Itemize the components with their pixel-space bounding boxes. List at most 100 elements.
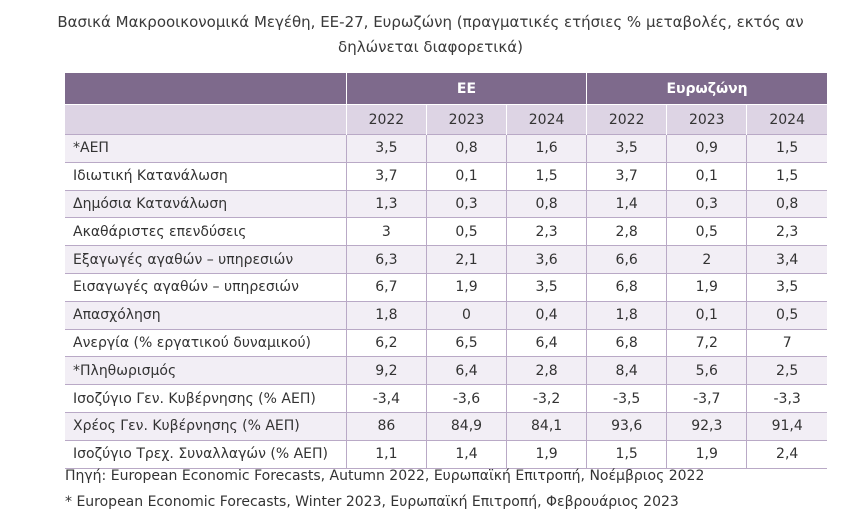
cell-value: 1,5 [586, 439, 667, 469]
cell-value: 6,7 [345, 272, 427, 302]
cell-value: 6,2 [345, 328, 427, 357]
cell-value: 1,4 [425, 439, 507, 469]
cell-value: 3,5 [345, 134, 427, 163]
table-row: Ανεργία (% εργατικού δυναμικού) 6,2 6,5 6,4… [65, 328, 827, 357]
row-label: Ισοζύγιο Γεν. Κυβέρνησης (% ΑΕΠ) [65, 384, 347, 413]
cell-value: 5,6 [666, 356, 747, 385]
cell-value: 92,3 [666, 411, 747, 441]
cell-value: 2,3 [506, 217, 587, 246]
cell-value: 0,5 [746, 300, 827, 330]
cell-value: 84,1 [506, 411, 587, 441]
cell-value: 1,4 [586, 189, 667, 218]
cell-value: 86 [345, 411, 427, 441]
cell-value: 3,7 [345, 161, 427, 191]
cell-value: 0,1 [425, 161, 507, 191]
header-corner [65, 73, 347, 105]
cell-value: 2,4 [746, 439, 827, 469]
source-note: Πηγή: European Economic Forecasts, Autum… [65, 468, 705, 484]
cell-value: 6,5 [425, 328, 507, 357]
cell-value: 1,9 [666, 272, 747, 302]
cell-value: 7,2 [666, 328, 747, 357]
cell-value: 0,8 [506, 189, 587, 218]
cell-value: 0,1 [666, 161, 747, 191]
row-label: *ΑΕΠ [65, 134, 347, 163]
cell-value: 1,5 [746, 134, 827, 163]
cell-value: 1,9 [425, 272, 507, 302]
cell-value: 1,8 [345, 300, 427, 330]
cell-value: 2,1 [425, 245, 507, 274]
cell-value: 6,4 [506, 328, 587, 357]
cell-value: 3 [345, 217, 427, 246]
group-eurozone: Ευρωζώνη [586, 73, 827, 105]
cell-value: 1,8 [586, 300, 667, 330]
year-corner [65, 104, 347, 135]
cell-value: 6,3 [345, 245, 427, 274]
title-line-2: δηλώνεται διαφορετικά) [338, 38, 523, 56]
row-label: Ιδιωτική Κατανάλωση [65, 161, 347, 191]
cell-value: -3,2 [506, 384, 587, 413]
cell-value: 3,6 [506, 245, 587, 274]
cell-value: 1,9 [666, 439, 747, 469]
cell-value: 9,2 [345, 356, 427, 385]
cell-value: 2 [666, 245, 747, 274]
year-header: 2024 [506, 104, 587, 135]
table-row: Εισαγωγές αγαθών – υπηρεσιών 6,7 1,9 3,5 6,8… [65, 272, 827, 302]
group-header-row: ΕΕ Ευρωζώνη [65, 73, 827, 105]
cell-value: 3,4 [746, 245, 827, 274]
row-label: *Πληθωρισμός [65, 356, 347, 385]
cell-value: 1,6 [506, 134, 587, 163]
year-header: 2023 [425, 104, 507, 135]
cell-value: -3,6 [425, 384, 507, 413]
cell-value: 0,4 [506, 300, 587, 330]
row-label: Εξαγωγές αγαθών – υπηρεσιών [65, 245, 347, 274]
table-row: Εξαγωγές αγαθών – υπηρεσιών 6,3 2,1 3,6 6,6 2… [65, 245, 827, 274]
cell-value: 2,5 [746, 356, 827, 385]
cell-value: 2,3 [746, 217, 827, 246]
cell-value: 1,5 [746, 161, 827, 191]
cell-value: 0,5 [425, 217, 507, 246]
row-label: Χρέος Γεν. Κυβέρνησης (% ΑΕΠ) [65, 411, 347, 441]
cell-value: 3,5 [506, 272, 587, 302]
cell-value: -3,7 [666, 384, 747, 413]
row-label: Ανεργία (% εργατικού δυναμικού) [65, 328, 347, 357]
cell-value: 0,9 [666, 134, 747, 163]
footnote: * European Economic Forecasts, Winter 20… [65, 494, 679, 510]
year-header: 2022 [345, 104, 427, 135]
table-row: Απασχόληση 1,8 0 0,4 1,8 0,1 0,5 [65, 300, 827, 330]
row-label: Εισαγωγές αγαθών – υπηρεσιών [65, 272, 347, 302]
row-label: Ισοζύγιο Τρεχ. Συναλλαγών (% ΑΕΠ) [65, 439, 347, 469]
title-line-1: Βασικά Μακροοικονομικά Μεγέθη, ΕΕ-27, Ευ… [57, 13, 804, 31]
year-header-row: 2022 2023 2024 2022 2023 2024 [65, 104, 827, 135]
row-label: Ακαθάριστες επενδύσεις [65, 217, 347, 246]
cell-value: 0,5 [666, 217, 747, 246]
cell-value: 2,8 [506, 356, 587, 385]
year-header: 2024 [746, 104, 827, 135]
cell-value: -3,5 [586, 384, 667, 413]
year-header: 2023 [666, 104, 747, 135]
macro-table: ΕΕ Ευρωζώνη 2022 2023 2024 2022 2023 202… [65, 73, 827, 469]
cell-value: 2,8 [586, 217, 667, 246]
year-header: 2022 [586, 104, 667, 135]
cell-value: 1,3 [345, 189, 427, 218]
cell-value: 7 [746, 328, 827, 357]
cell-value: 0 [425, 300, 507, 330]
cell-value: 0,8 [746, 189, 827, 218]
table-row: *ΑΕΠ 3,5 0,8 1,6 3,5 0,9 1,5 [65, 134, 827, 163]
cell-value: 6,8 [586, 272, 667, 302]
cell-value: 0,1 [666, 300, 747, 330]
table-row: Χρέος Γεν. Κυβέρνησης (% ΑΕΠ) 86 84,9 84,1 9… [65, 411, 827, 441]
cell-value: 0,3 [666, 189, 747, 218]
cell-value: 3,5 [746, 272, 827, 302]
cell-value: 84,9 [425, 411, 507, 441]
group-eu: ΕΕ [345, 73, 587, 105]
cell-value: 0,3 [425, 189, 507, 218]
table-row: Δημόσια Κατανάλωση 1,3 0,3 0,8 1,4 0,3 0,8 [65, 189, 827, 218]
cell-value: 93,6 [586, 411, 667, 441]
cell-value: 91,4 [746, 411, 827, 441]
table-title: Βασικά Μακροοικονομικά Μεγέθη, ΕΕ-27, Ευ… [0, 10, 861, 60]
cell-value: 1,1 [345, 439, 427, 469]
table-row: Ισοζύγιο Γεν. Κυβέρνησης (% ΑΕΠ) -3,4 -3,6… [65, 384, 827, 413]
cell-value: 6,8 [586, 328, 667, 357]
cell-value: 0,8 [425, 134, 507, 163]
cell-value: 8,4 [586, 356, 667, 385]
